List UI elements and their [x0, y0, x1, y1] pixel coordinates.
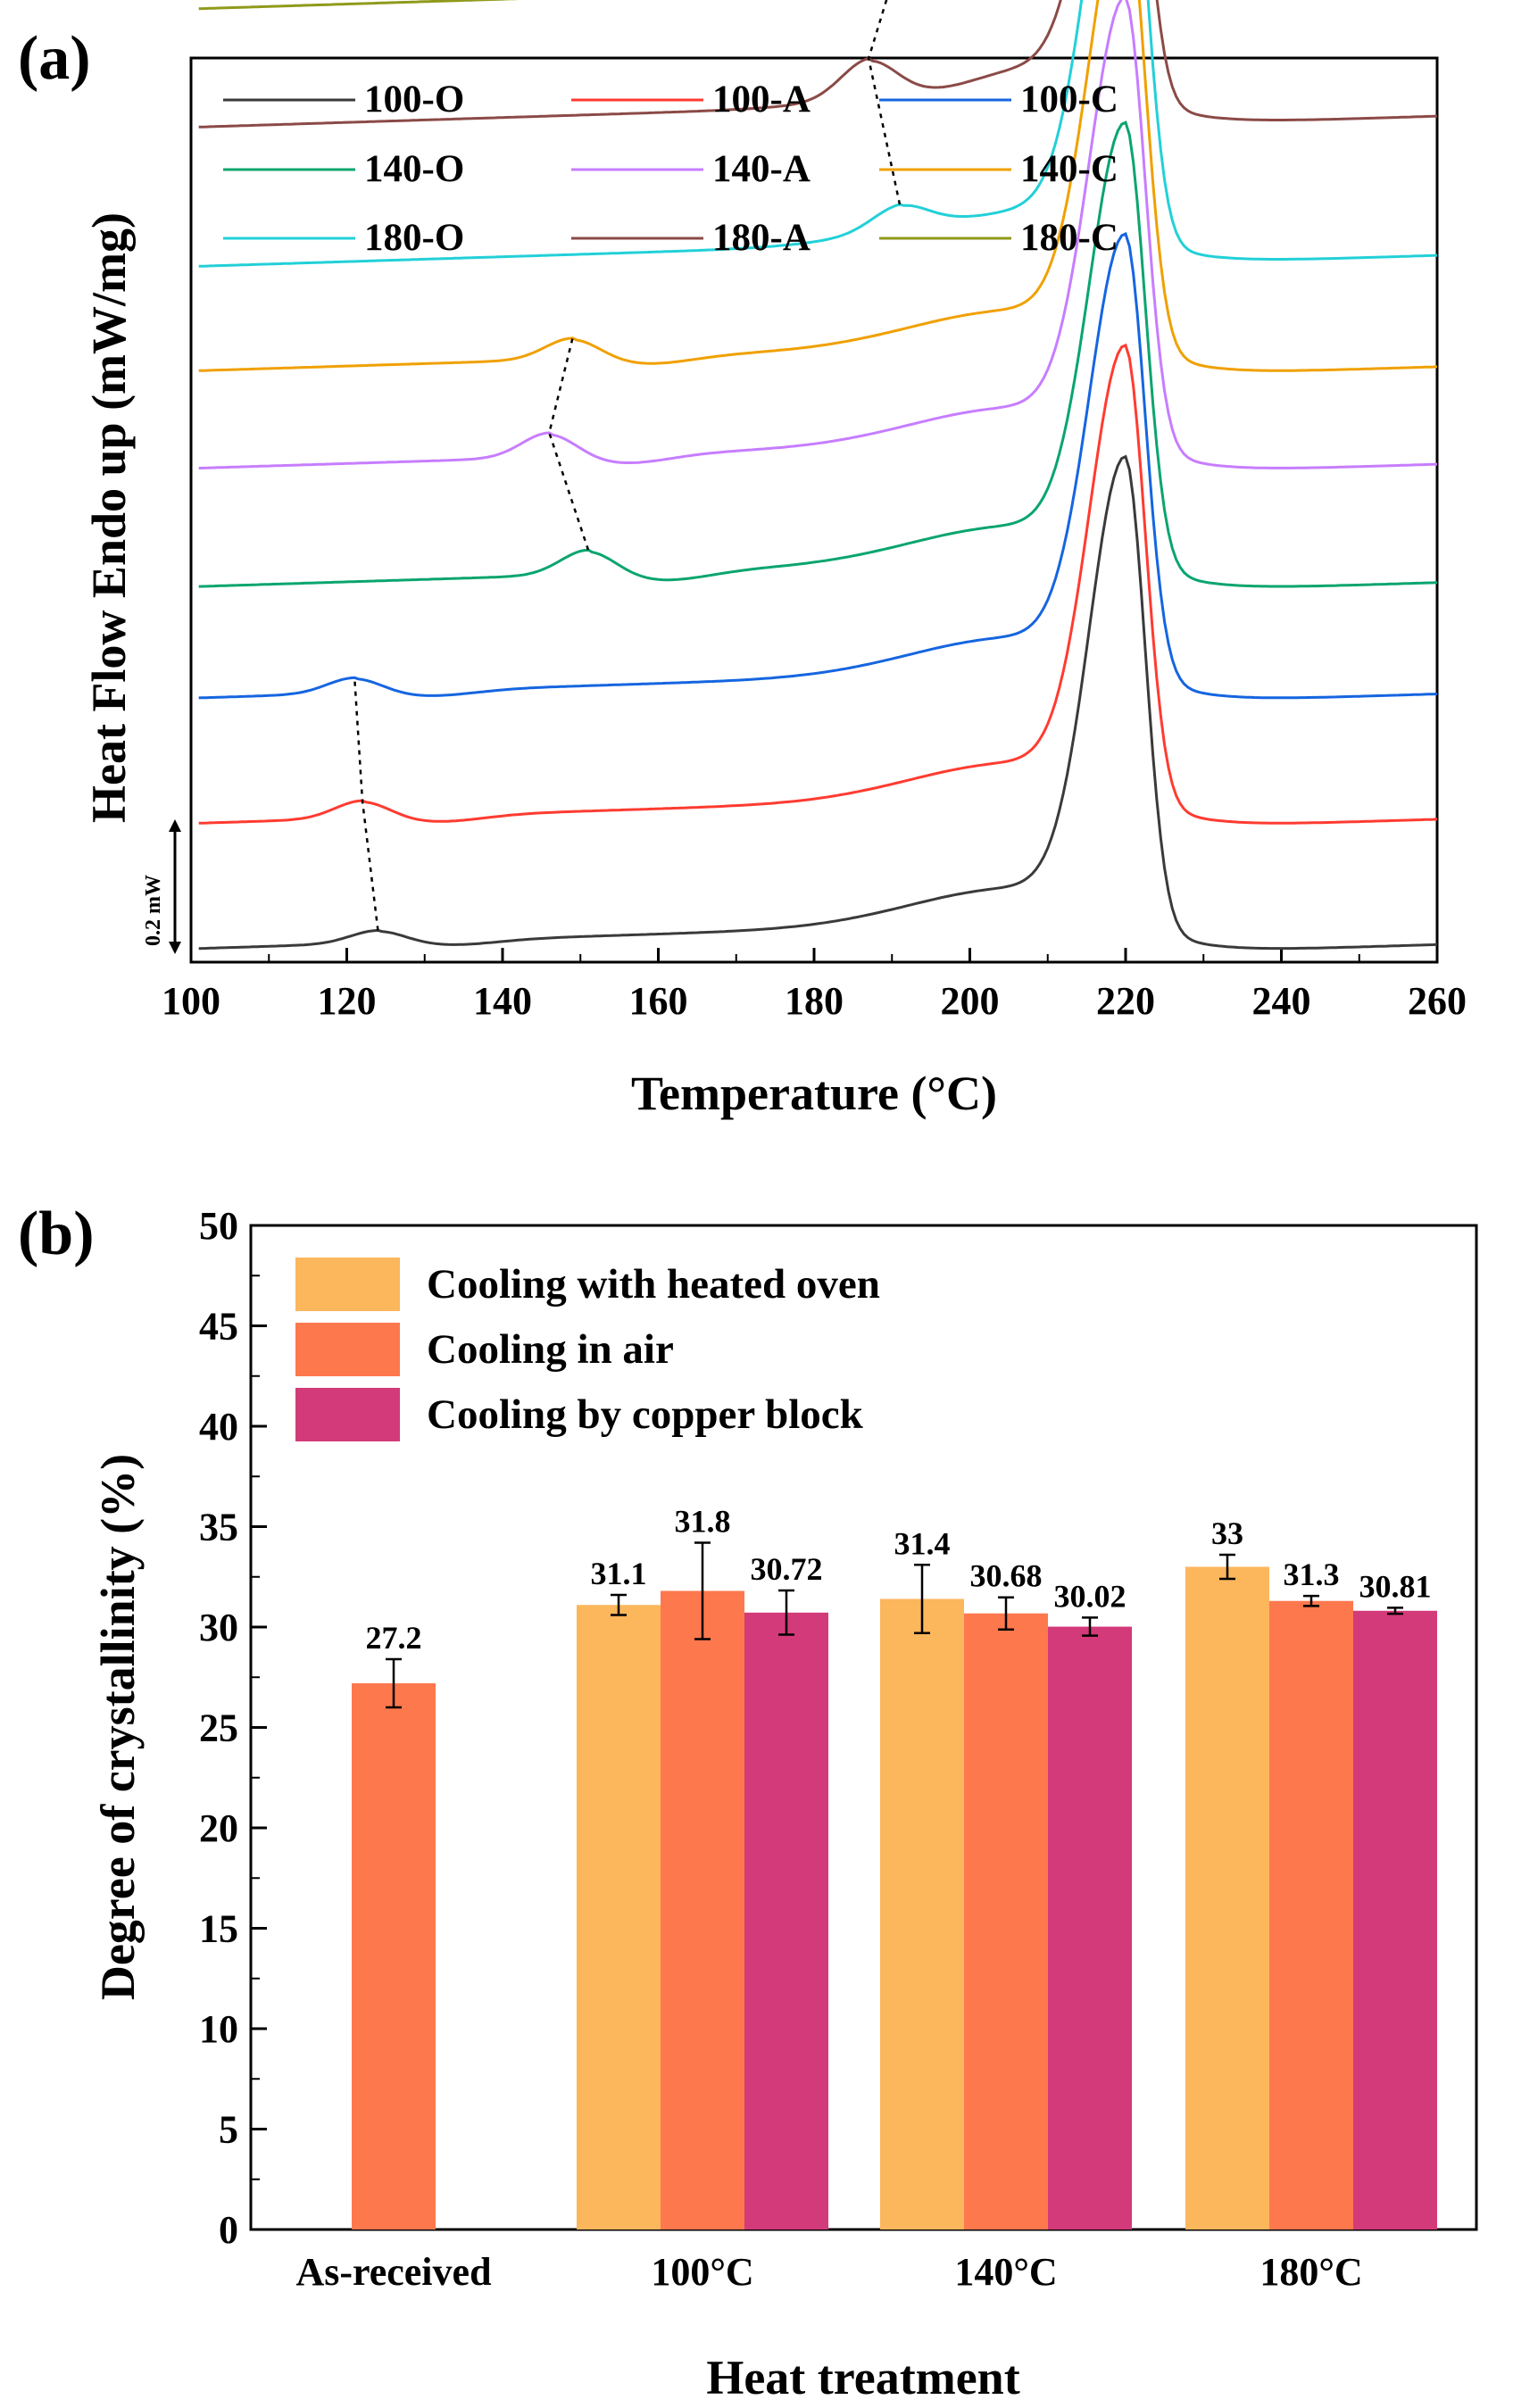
data-label: 33	[1211, 1515, 1243, 1551]
panel-a-ylabel: Heat Flow Endo up (mW/mg)	[82, 212, 136, 823]
legend-swatch-0	[295, 1258, 400, 1311]
x-tick-label: 200	[941, 979, 1000, 1023]
x-tick-label: 140	[473, 979, 532, 1023]
x-tick-label: 180°C	[1259, 2250, 1362, 2294]
legend-swatch-2	[295, 1388, 400, 1441]
legend-label-180-C: 180-C	[1020, 217, 1118, 259]
legend-label-100-A: 100-A	[712, 79, 811, 120]
curve-180-A	[198, 0, 1438, 129]
curve-140-C	[198, 0, 1438, 372]
panel-a-curves	[198, 0, 1438, 951]
x-tick-label: 160	[629, 979, 688, 1023]
panel-b: (b) 0 5 10 15 20 25 30 35 40 45 50 27.2 31.1 31.8 30.…	[18, 1200, 1478, 2404]
legend-label-2: Cooling by copper block	[427, 1391, 864, 1438]
panel-b-legend: Cooling with heated oven Cooling in air Co…	[295, 1258, 880, 1441]
legend-swatch-1	[295, 1323, 400, 1376]
panel-b-x-ticks: As-received 100°C 140°C 180°C	[295, 2250, 1362, 2294]
x-tick-label: 180	[785, 979, 844, 1023]
legend-label-100-O: 100-O	[364, 79, 464, 120]
x-tick-label: 260	[1408, 979, 1467, 1023]
x-tick-label: 240	[1252, 979, 1311, 1023]
legend-label-180-O: 180-O	[364, 217, 464, 259]
y-tick-label: 25	[199, 1706, 238, 1750]
bar-140°C-Cooling in air	[964, 1613, 1048, 2229]
panel-a-label: (a)	[18, 24, 91, 93]
data-label: 30.02	[1054, 1578, 1126, 1614]
curve-140-A	[198, 0, 1438, 469]
panel-b-ylabel: Degree of crystallinity (%)	[91, 1454, 145, 2000]
y-tick-label: 0	[219, 2208, 238, 2252]
panel-a-legend: 100-O 100-A 100-C 140-O 140-A 140-C 180-O 180-A…	[223, 79, 1118, 259]
curve-180-C	[198, 0, 519, 11]
data-label: 31.3	[1284, 1557, 1340, 1592]
y-tick-label: 15	[199, 1907, 238, 1951]
data-label: 30.68	[970, 1558, 1043, 1594]
curve-100-C	[198, 231, 1438, 700]
y-tick-label: 45	[199, 1305, 238, 1349]
legend-label-0: Cooling with heated oven	[427, 1261, 880, 1308]
legend-label-140-C: 140-C	[1020, 148, 1118, 190]
legend-label-140-O: 140-O	[364, 148, 464, 190]
panel-a: (a) 100 120 140 160 180 200 220 240 260 100-O 100…	[18, 0, 1467, 1120]
curve-100-O	[198, 454, 1438, 951]
x-tick-label: 220	[1096, 979, 1155, 1023]
y-tick-label: 20	[199, 1806, 238, 1850]
curve-180-O	[198, 0, 1438, 268]
shoulder-guide	[547, 337, 590, 551]
panel-b-y-ticks: 0 5 10 15 20 25 30 35 40 45 50	[199, 1204, 267, 2252]
bar-As-received-Cooling in air	[352, 1683, 436, 2229]
bar-180°C-Cooling by copper block	[1353, 1610, 1437, 2229]
x-tick-label: 120	[318, 979, 377, 1023]
panel-a-frame	[189, 56, 1439, 964]
data-label: 31.8	[675, 1504, 731, 1540]
bar-140°C-Cooling by copper block	[1048, 1626, 1132, 2229]
y-tick-label: 50	[199, 1204, 238, 1248]
bar-100°C-Cooling with heated oven	[577, 1605, 661, 2229]
y-tick-label: 30	[199, 1606, 238, 1649]
scale-bar-label: 0.2 mW	[142, 875, 165, 946]
shoulder-guide	[353, 677, 379, 931]
panel-a-x-ticks: 100 120 140 160 180 200 220 240 260	[162, 948, 1467, 1023]
bar-180°C-Cooling with heated oven	[1185, 1566, 1269, 2229]
legend-label-180-A: 180-A	[712, 217, 811, 259]
legend-label-100-C: 100-C	[1020, 79, 1118, 120]
bar-180°C-Cooling in air	[1269, 1600, 1353, 2229]
y-tick-label: 5	[219, 2108, 238, 2152]
panel-b-bars: 27.2 31.1 31.8 30.72 31.4 30.68 30.02 33 31.3 30.…	[352, 1504, 1437, 2229]
curve-100-A	[198, 343, 1438, 825]
data-label: 30.81	[1359, 1568, 1432, 1604]
x-tick-label: 100	[162, 979, 220, 1023]
bar-100°C-Cooling by copper block	[744, 1612, 828, 2229]
y-tick-label: 35	[199, 1506, 238, 1549]
bar-100°C-Cooling in air	[661, 1590, 744, 2229]
y-tick-label: 40	[199, 1405, 238, 1449]
x-tick-label: 140°C	[954, 2250, 1057, 2294]
panel-a-xlabel: Temperature (°C)	[631, 1067, 997, 1120]
legend-label-140-A: 140-A	[712, 148, 811, 190]
panel-a-shoulder-guides	[353, 0, 902, 931]
data-label: 31.1	[591, 1556, 647, 1591]
panel-b-label: (b)	[18, 1200, 95, 1268]
legend-label-1: Cooling in air	[427, 1326, 674, 1373]
bar-140°C-Cooling with heated oven	[880, 1598, 964, 2229]
x-tick-label: 100°C	[651, 2250, 753, 2294]
x-tick-label: As-received	[295, 2250, 491, 2294]
data-label: 31.4	[894, 1525, 951, 1561]
curve-140-O	[198, 120, 1438, 588]
data-label: 30.72	[751, 1551, 823, 1587]
scale-bar: 0.2 mW	[142, 819, 181, 954]
panel-b-xlabel: Heat treatment	[706, 2351, 1019, 2404]
data-label: 27.2	[366, 1620, 422, 1656]
shoulder-guide	[867, 0, 902, 205]
y-tick-label: 10	[199, 2007, 238, 2051]
